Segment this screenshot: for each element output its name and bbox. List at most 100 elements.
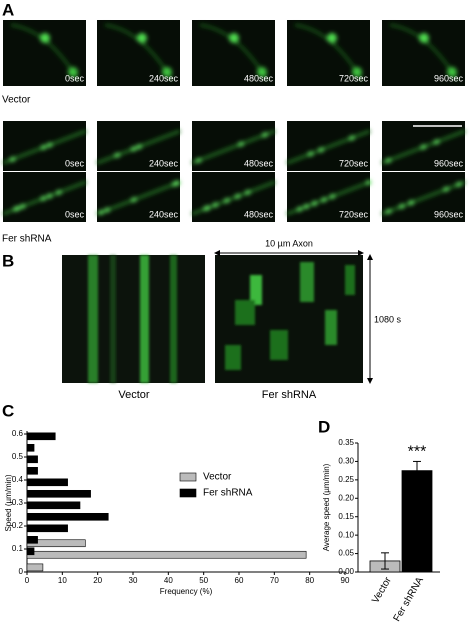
soma [327, 33, 337, 43]
time-label: 480sec [244, 209, 274, 219]
panel-label: C [2, 401, 14, 420]
time-label: 0sec [65, 73, 85, 83]
annotation: *** [408, 444, 427, 461]
time-label: 0sec [65, 158, 85, 168]
puncta [196, 157, 202, 163]
bar [26, 501, 81, 510]
time-label: 720sec [339, 158, 369, 168]
y-tick-label: 0.35 [338, 438, 354, 447]
puncta [311, 200, 317, 206]
y-tick-label: 0.2 [12, 521, 24, 530]
soma [229, 33, 239, 43]
y-tick-label: 0 [19, 567, 24, 576]
puncta [399, 203, 405, 209]
puncta [41, 144, 47, 150]
y-tick-label: 0.25 [338, 475, 354, 484]
signal [286, 179, 372, 216]
bar [26, 535, 38, 544]
soma [257, 67, 267, 77]
bar [26, 466, 38, 475]
puncta [318, 147, 324, 153]
time-label: 240sec [149, 158, 179, 168]
time-label: 720sec [339, 73, 369, 83]
x-axis-label: Frequency (%) [160, 587, 213, 596]
signal [104, 24, 173, 81]
puncta [131, 197, 137, 203]
x-tick-label: 40 [164, 576, 173, 585]
signal [286, 129, 371, 165]
time-label: 960sec [434, 158, 464, 168]
soma [162, 67, 172, 77]
puncta [386, 208, 392, 214]
bar [26, 432, 56, 441]
signal [294, 24, 363, 81]
puncta [131, 146, 137, 152]
legend-swatch [179, 472, 197, 482]
soma [68, 67, 78, 77]
bar [26, 443, 35, 452]
bar [26, 524, 68, 533]
puncta [203, 206, 209, 212]
puncta [136, 144, 142, 150]
x-tick-label: 90 [341, 576, 350, 585]
scale-label: 10 µm Axon [265, 238, 313, 248]
puncta [385, 158, 391, 164]
signal [191, 129, 276, 165]
axon [191, 129, 276, 165]
puncta [366, 179, 372, 185]
puncta [420, 144, 426, 150]
puncta [349, 135, 355, 141]
signal [381, 180, 466, 216]
signal [96, 180, 181, 216]
x-tick-label: 0 [25, 576, 30, 585]
soma [352, 67, 362, 77]
signal [10, 24, 79, 81]
legend-swatch [179, 488, 197, 498]
time-label: 240sec [149, 73, 179, 83]
puncta [238, 141, 244, 147]
x-tick-label: Fer shRNA [392, 575, 426, 624]
puncta [47, 193, 53, 199]
axon [286, 129, 371, 165]
kymo-label: Fer shRNA [262, 389, 317, 401]
x-tick-label: Vector [370, 575, 394, 606]
x-tick-label: 10 [58, 576, 67, 585]
row-label: Fer shRNA [2, 234, 52, 245]
puncta [245, 190, 251, 196]
kymographs [62, 250, 373, 384]
puncta [47, 142, 53, 148]
panel-label: D [318, 417, 330, 436]
y-tick-label: 0.00 [338, 567, 354, 576]
puncta [56, 189, 62, 195]
signal [2, 180, 87, 216]
puncta [10, 156, 16, 162]
x-tick-label: 30 [129, 576, 138, 585]
y-tick-label: 0.5 [12, 452, 24, 461]
x-tick-label: 80 [305, 576, 314, 585]
bar [26, 550, 307, 559]
bar [26, 563, 44, 572]
micrographs: 0sec 240sec 480sec 720sec 960sec 0sec 240sec 48… [2, 20, 466, 222]
puncta [104, 207, 110, 213]
soma [447, 67, 457, 77]
y-tick-label: 0.20 [338, 493, 354, 502]
puncta [173, 180, 179, 186]
puncta [40, 195, 46, 201]
puncta [321, 197, 327, 203]
puncta [20, 203, 26, 209]
axon [381, 180, 466, 216]
puncta [329, 193, 335, 199]
y-axis-label: Speed (µm/min) [4, 474, 13, 531]
y-tick-label: 0.6 [12, 429, 24, 438]
x-tick-label: 60 [235, 576, 244, 585]
puncta [308, 151, 314, 157]
legend-label: Fer shRNA [203, 488, 253, 499]
puncta [114, 152, 120, 158]
signal [96, 129, 181, 165]
y-tick-label: 0.3 [12, 498, 24, 507]
puncta [224, 198, 230, 204]
x-tick-label: 70 [270, 576, 279, 585]
panel-label: B [2, 251, 14, 270]
kymo-label: Vector [118, 389, 150, 401]
